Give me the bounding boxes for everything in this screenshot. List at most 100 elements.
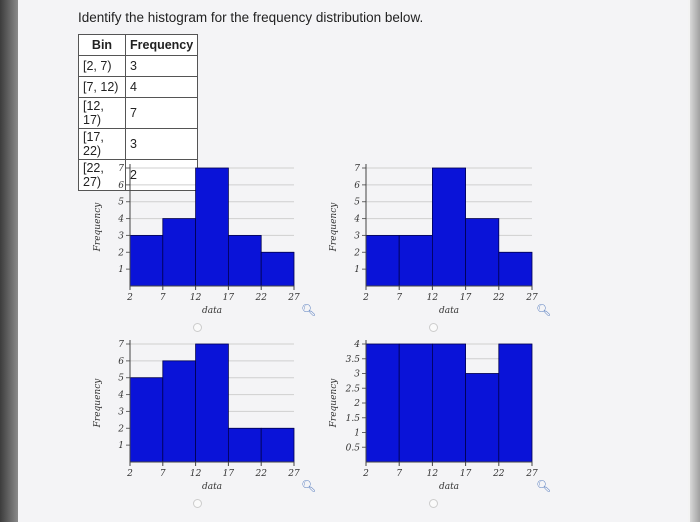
bin-cell: [7, 12) — [78, 76, 126, 98]
x-tick-label: 27 — [287, 293, 300, 303]
bin-cell: [17, 22) — [78, 128, 126, 160]
x-axis-label: data — [202, 482, 222, 492]
magnifier-icon[interactable]: 🔍︎ — [301, 303, 317, 317]
x-tick-label: 2 — [362, 469, 369, 479]
y-tick-label: 3 — [118, 231, 124, 241]
x-tick-label: 7 — [396, 293, 402, 303]
table-row: [12, 17) 7 — [78, 97, 199, 129]
x-tick-label: 12 — [190, 293, 202, 303]
y-tick-label: 7 — [354, 164, 360, 174]
y-tick-label: 6 — [118, 181, 124, 191]
y-axis-label: Frequency — [329, 378, 339, 429]
x-tick-label: 2 — [126, 293, 133, 303]
histogram-bar — [465, 218, 500, 287]
histogram-bar — [227, 427, 262, 463]
magnifier-icon[interactable]: 🔍︎ — [301, 479, 317, 493]
frequency-cell: 7 — [124, 97, 199, 129]
y-tick-label: 4 — [353, 215, 360, 225]
histogram-bar — [162, 360, 197, 463]
y-axis-label: Frequency — [93, 378, 103, 429]
frequency-cell: 3 — [124, 128, 199, 160]
y-tick-label: 2 — [353, 248, 360, 258]
y-tick-label: 3 — [118, 407, 124, 417]
histogram-bar — [398, 343, 433, 463]
x-tick-label: 12 — [427, 469, 439, 479]
histogram-bar — [432, 343, 467, 463]
y-tick-label: 3 — [354, 370, 360, 380]
x-tick-label: 27 — [287, 469, 300, 479]
bin-cell: [2, 7) — [78, 55, 126, 77]
y-tick-label: 3 — [354, 231, 360, 241]
y-tick-label: 6 — [118, 357, 124, 367]
x-tick-label: 7 — [396, 469, 402, 479]
y-tick-label: 2 — [353, 399, 360, 409]
histogram-bar — [162, 218, 197, 287]
magnifier-icon[interactable]: 🔍︎ — [536, 303, 552, 317]
histogram-bar — [498, 343, 533, 463]
x-tick-label: 22 — [492, 469, 505, 479]
x-tick-label: 22 — [492, 293, 505, 303]
histogram-bar — [365, 343, 400, 463]
histogram-bar — [195, 343, 229, 463]
frequency-cell: 3 — [124, 55, 199, 77]
x-tick-label: 17 — [460, 469, 472, 479]
histogram-bar — [260, 427, 295, 463]
x-tick-label: 17 — [460, 293, 472, 303]
radio-circle-icon[interactable] — [429, 499, 438, 508]
x-axis-label: data — [202, 306, 222, 316]
table-row: [2, 7) 3 — [78, 55, 199, 77]
y-tick-label: 1 — [354, 265, 360, 275]
y-tick-label: 7 — [118, 164, 124, 174]
y-tick-label: 2.5 — [345, 384, 361, 394]
x-tick-label: 12 — [427, 293, 439, 303]
radio-circle-icon[interactable] — [193, 323, 202, 332]
histogram-bar — [260, 251, 295, 287]
x-tick-label: 27 — [525, 293, 538, 303]
histogram-bar — [498, 251, 533, 287]
histogram-bar — [129, 235, 164, 287]
device-bezel-right — [690, 0, 700, 522]
x-tick-label: 2 — [362, 293, 369, 303]
device-bezel-left — [0, 0, 18, 522]
header-bin: Bin — [78, 34, 126, 56]
x-tick-label: 12 — [190, 469, 202, 479]
y-tick-label: 1 — [354, 429, 360, 439]
radio-circle-icon[interactable] — [429, 323, 438, 332]
y-tick-label: 0.5 — [346, 443, 361, 453]
header-frequency: Frequency — [124, 34, 199, 56]
x-tick-label: 7 — [160, 469, 166, 479]
y-axis-label: Frequency — [93, 202, 103, 253]
y-tick-label: 2 — [117, 248, 124, 258]
histogram-bar — [365, 235, 400, 287]
histogram-bar — [195, 167, 229, 287]
x-tick-label: 2 — [126, 469, 133, 479]
y-tick-label: 4 — [117, 391, 124, 401]
question-text: Identify the histogram for the frequency… — [78, 10, 424, 25]
y-tick-label: 2 — [117, 424, 124, 434]
histogram-bar — [432, 167, 467, 287]
frequency-table: Bin Frequency [2, 7) 3 [7, 12) 4 [12, 17… — [78, 34, 199, 191]
x-tick-label: 22 — [254, 469, 267, 479]
y-tick-label: 1 — [118, 265, 124, 275]
x-tick-label: 17 — [223, 469, 235, 479]
magnifier-icon[interactable]: 🔍︎ — [536, 479, 552, 493]
histogram-bar — [465, 373, 500, 463]
x-tick-label: 7 — [160, 293, 166, 303]
x-tick-label: 22 — [254, 293, 267, 303]
y-tick-label: 7 — [118, 340, 124, 350]
x-axis-label: data — [439, 482, 459, 492]
x-tick-label: 27 — [525, 469, 538, 479]
table-row: [22, 27) 2 — [78, 159, 199, 191]
table-row: [17, 22) 3 — [78, 128, 199, 160]
x-axis-label: data — [439, 306, 459, 316]
radio-circle-icon[interactable] — [193, 499, 202, 508]
y-tick-label: 5 — [118, 374, 124, 384]
bin-cell: [22, 27) — [78, 159, 126, 191]
y-tick-label: 1 — [118, 441, 124, 451]
y-axis-label: Frequency — [329, 202, 339, 253]
y-tick-label: 5 — [118, 198, 124, 208]
